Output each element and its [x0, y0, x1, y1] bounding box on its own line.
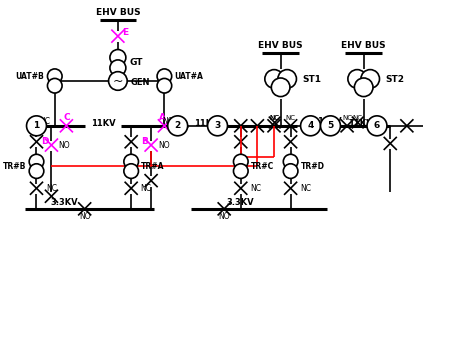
Text: 11KV: 11KV — [194, 119, 219, 128]
Text: ST2: ST2 — [385, 75, 404, 84]
Text: 11KV: 11KV — [348, 119, 373, 128]
Text: TR#C: TR#C — [251, 162, 274, 171]
Circle shape — [355, 78, 373, 97]
Circle shape — [361, 70, 380, 88]
Circle shape — [234, 154, 248, 169]
Circle shape — [27, 116, 46, 136]
Circle shape — [157, 78, 172, 93]
Text: ~: ~ — [113, 74, 123, 88]
Text: NO: NO — [79, 212, 91, 221]
Text: UAT#B: UAT#B — [15, 72, 44, 81]
Text: NC: NC — [39, 117, 50, 126]
Text: GEN: GEN — [130, 78, 150, 87]
Text: 11KV: 11KV — [317, 117, 342, 126]
Text: NC: NC — [342, 115, 352, 121]
Circle shape — [348, 70, 366, 88]
Circle shape — [47, 69, 62, 83]
Text: D: D — [41, 137, 48, 146]
Text: 11KV: 11KV — [91, 119, 116, 128]
Text: 5: 5 — [328, 121, 334, 130]
Text: TR#A: TR#A — [141, 162, 164, 171]
Text: NO: NO — [219, 212, 230, 221]
Text: 2: 2 — [174, 121, 181, 130]
Text: C: C — [63, 113, 70, 122]
Text: NC: NC — [140, 184, 152, 193]
Circle shape — [168, 116, 188, 136]
Text: NC: NC — [353, 115, 363, 121]
Text: TR#B: TR#B — [3, 162, 27, 171]
Text: NC: NC — [162, 117, 173, 126]
Text: EHV BUS: EHV BUS — [341, 41, 386, 50]
Text: NO: NO — [158, 141, 170, 150]
Text: ST1: ST1 — [302, 75, 321, 84]
Text: NC: NC — [46, 184, 57, 193]
Text: EHV BUS: EHV BUS — [258, 41, 303, 50]
Circle shape — [157, 69, 172, 83]
Circle shape — [29, 164, 44, 178]
Text: NC: NC — [286, 115, 296, 121]
Circle shape — [29, 154, 44, 169]
Circle shape — [124, 164, 138, 178]
Text: UAT#A: UAT#A — [174, 72, 203, 81]
Text: NO: NO — [58, 141, 70, 150]
Text: NC: NC — [250, 184, 261, 193]
Text: NC: NC — [269, 115, 279, 121]
Text: 3.3KV: 3.3KV — [227, 198, 255, 208]
Circle shape — [110, 50, 126, 66]
Text: 4: 4 — [307, 121, 314, 130]
Text: NC: NC — [270, 115, 280, 121]
Circle shape — [47, 78, 62, 93]
Circle shape — [367, 116, 387, 136]
Text: E: E — [122, 28, 128, 37]
Text: NC: NC — [300, 184, 311, 193]
Circle shape — [283, 164, 298, 178]
Text: 6: 6 — [374, 121, 380, 130]
Text: GT: GT — [129, 58, 143, 67]
Text: A: A — [159, 113, 166, 122]
Circle shape — [124, 154, 138, 169]
Text: 3.3KV: 3.3KV — [51, 198, 79, 208]
Circle shape — [208, 116, 228, 136]
Circle shape — [271, 78, 290, 97]
Text: EHV BUS: EHV BUS — [96, 8, 140, 17]
Circle shape — [265, 70, 283, 88]
Circle shape — [110, 60, 126, 76]
Circle shape — [234, 164, 248, 178]
Circle shape — [301, 116, 320, 136]
Circle shape — [320, 116, 340, 136]
Circle shape — [283, 154, 298, 169]
Text: 3: 3 — [214, 121, 221, 130]
Text: 1: 1 — [33, 121, 40, 130]
Text: B: B — [141, 137, 148, 146]
Circle shape — [109, 72, 127, 90]
Text: TR#D: TR#D — [301, 162, 325, 171]
Circle shape — [278, 70, 296, 88]
